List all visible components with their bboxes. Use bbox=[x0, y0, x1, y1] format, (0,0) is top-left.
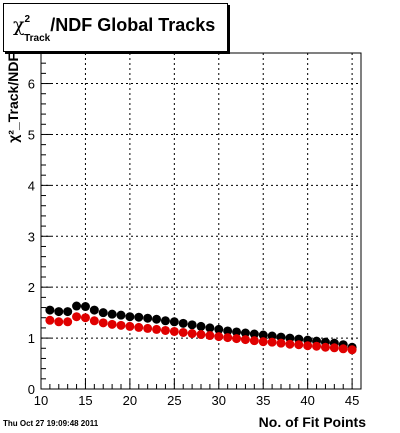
series-1-point bbox=[89, 305, 99, 315]
series-1-point bbox=[143, 313, 153, 323]
series-2-point bbox=[125, 321, 135, 331]
series-1-point bbox=[160, 316, 170, 326]
series-2-point bbox=[258, 337, 268, 347]
series-1-point bbox=[107, 309, 117, 319]
series-2-point bbox=[45, 315, 55, 325]
series-2-point bbox=[312, 341, 322, 351]
x-tick-label: 15 bbox=[78, 393, 92, 408]
series-1-point bbox=[80, 302, 90, 312]
x-tick-label: 10 bbox=[34, 393, 48, 408]
x-tick-label: 45 bbox=[345, 393, 359, 408]
y-tick-label: 6 bbox=[28, 77, 35, 92]
x-axis-label: No. of Fit Points bbox=[259, 414, 367, 430]
series-2-point bbox=[63, 317, 73, 327]
title-sup: 2 bbox=[24, 14, 31, 25]
series-1-point bbox=[116, 310, 126, 320]
y-tick-label: 3 bbox=[28, 229, 35, 244]
series-2-point bbox=[303, 341, 313, 351]
series-2-point bbox=[116, 320, 126, 330]
y-tick-label: 5 bbox=[28, 127, 35, 142]
x-tick-label: 40 bbox=[300, 393, 314, 408]
series-1-point bbox=[205, 323, 215, 333]
series-2-point bbox=[187, 329, 197, 339]
series-2-point bbox=[232, 334, 242, 344]
series-1-point bbox=[98, 308, 108, 318]
series-2-point bbox=[214, 332, 224, 342]
series-2-point bbox=[223, 333, 233, 343]
y-tick-label: 0 bbox=[28, 382, 35, 397]
x-tick-label: 25 bbox=[167, 393, 181, 408]
series-2-point bbox=[72, 312, 82, 322]
series-2-point bbox=[134, 322, 144, 332]
series-2-point bbox=[276, 338, 286, 348]
series-2-point bbox=[89, 316, 99, 326]
series-2-point bbox=[160, 325, 170, 335]
series-1-point bbox=[249, 329, 259, 339]
series-2-point bbox=[240, 335, 250, 345]
series-1-point bbox=[258, 330, 268, 340]
series-2-point bbox=[143, 323, 153, 333]
series-2-point bbox=[320, 342, 330, 352]
title-sub: Track bbox=[24, 32, 51, 44]
series-2-point bbox=[196, 330, 206, 340]
title-chi: χ bbox=[13, 14, 25, 36]
timestamp: Thu Oct 27 19:09:48 2011 bbox=[3, 419, 99, 428]
series-1-point bbox=[169, 317, 179, 327]
series-2-point bbox=[98, 318, 108, 328]
x-tick-label: 20 bbox=[123, 393, 137, 408]
series-1-point bbox=[63, 307, 73, 317]
title-box: χ2 Track/NDF Global Tracks bbox=[3, 3, 228, 52]
series-2-point bbox=[249, 336, 259, 346]
series-1-point bbox=[196, 321, 206, 331]
series-2-point bbox=[205, 331, 215, 341]
series-2-point bbox=[54, 317, 64, 327]
series-1-point bbox=[223, 326, 233, 336]
series-2-point bbox=[178, 327, 188, 337]
series-2-point bbox=[169, 326, 179, 336]
series-2-point bbox=[285, 339, 295, 349]
series-2-point bbox=[80, 313, 90, 323]
series-1-point bbox=[72, 301, 82, 311]
series-2-point bbox=[294, 340, 304, 350]
series-2-point bbox=[347, 345, 357, 355]
series-1-point bbox=[232, 327, 242, 337]
series-2-point bbox=[267, 337, 277, 347]
series-1-point bbox=[45, 305, 55, 315]
series-2-point bbox=[338, 344, 348, 354]
series-2-point bbox=[107, 319, 117, 329]
series-1-point bbox=[54, 307, 64, 317]
series-1-point bbox=[187, 320, 197, 330]
y-tick-label: 1 bbox=[28, 331, 35, 346]
title-rest: /NDF Global Tracks bbox=[50, 15, 216, 35]
series-1-point bbox=[152, 314, 162, 324]
series-1-point bbox=[240, 328, 250, 338]
chart-title: χ2 Track/NDF Global Tracks bbox=[13, 14, 216, 44]
series-1-point bbox=[134, 312, 144, 322]
series-1-point bbox=[178, 318, 188, 328]
series-1-point bbox=[214, 324, 224, 334]
y-tick-label: 4 bbox=[28, 178, 35, 193]
series-2-point bbox=[152, 324, 162, 334]
x-tick-label: 30 bbox=[212, 393, 226, 408]
y-axis-label: χ²_Track/NDF bbox=[5, 53, 21, 143]
x-tick-label: 35 bbox=[256, 393, 270, 408]
series-1-point bbox=[125, 312, 135, 322]
y-tick-label: 2 bbox=[28, 280, 35, 295]
series-2-point bbox=[329, 343, 339, 353]
